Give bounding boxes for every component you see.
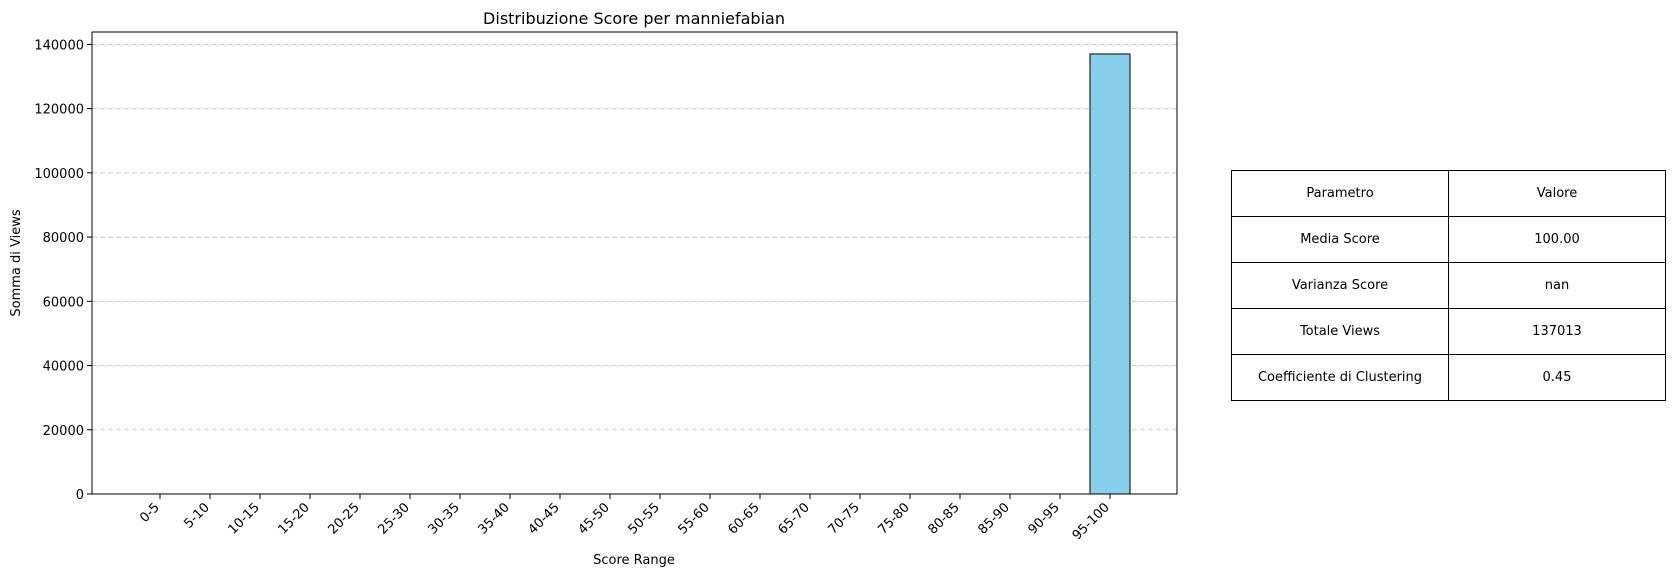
- y-tick-label: 100000: [34, 167, 84, 182]
- y-axis-label: Somma di Views: [9, 209, 24, 316]
- table-cell: Media Score: [1231, 216, 1449, 263]
- table-cell: 0.45: [1448, 354, 1666, 401]
- score-distribution-chart: Distribuzione Score per manniefabian 0 20…: [9, 9, 1178, 568]
- table-header-cell: Valore: [1448, 170, 1666, 217]
- y-tick-label: 140000: [34, 38, 84, 53]
- chart-title: Distribuzione Score per manniefabian: [483, 9, 785, 28]
- x-tick-label: 65-70: [776, 500, 813, 537]
- x-tick-label: 90-95: [1026, 500, 1063, 537]
- table-header-row: Parametro Valore: [1231, 170, 1666, 217]
- grid-lines: [92, 43, 1177, 431]
- x-tick-label: 45-50: [576, 500, 613, 537]
- table-row: Coefficiente di Clustering 0.45: [1231, 354, 1666, 401]
- y-axis-ticks: 0 20000 40000 60000 80000 100000 120000 140000: [34, 38, 92, 503]
- x-tick-label: 15-20: [276, 500, 313, 537]
- x-tick-label: 30-35: [426, 500, 463, 537]
- table-row: Varianza Score nan: [1231, 262, 1666, 309]
- x-tick-label: 55-60: [676, 500, 713, 537]
- x-tick-label: 70-75: [826, 500, 863, 537]
- table-row: Media Score 100.00: [1231, 216, 1666, 263]
- table-cell: Varianza Score: [1231, 262, 1449, 309]
- y-tick-label: 20000: [43, 424, 84, 439]
- y-tick-label: 40000: [43, 360, 84, 375]
- x-tick-label: 85-90: [976, 500, 1013, 537]
- table-row: Totale Views 137013: [1231, 308, 1666, 355]
- table-cell: Coefficiente di Clustering: [1231, 354, 1449, 401]
- x-tick-label: 20-25: [326, 500, 363, 537]
- table-cell: 100.00: [1448, 216, 1666, 263]
- y-tick-label: 0: [76, 488, 84, 503]
- table-cell: nan: [1448, 262, 1666, 309]
- x-tick-label: 0-5: [137, 500, 163, 526]
- x-axis-ticks: 0-5 5-10 10-15 15-20 20-25 25-30 30-35 35-40 40-…: [137, 494, 1113, 543]
- table-header-cell: Parametro: [1231, 170, 1449, 217]
- plot-frame: [91, 31, 1178, 495]
- x-tick-label: 25-30: [376, 500, 413, 537]
- x-tick-label: 80-85: [926, 500, 963, 537]
- x-tick-label: 95-100: [1070, 500, 1113, 543]
- x-tick-label: 60-65: [726, 500, 763, 537]
- bar-95-100: [1089, 53, 1131, 495]
- y-tick-label: 60000: [43, 295, 84, 310]
- x-tick-label: 40-45: [526, 500, 563, 537]
- x-tick-label: 75-80: [876, 500, 913, 537]
- y-tick-label: 120000: [34, 103, 84, 118]
- x-tick-label: 5-10: [181, 500, 212, 531]
- x-axis-label: Score Range: [593, 553, 675, 568]
- stats-table: Parametro Valore Media Score 100.00 Vari…: [1231, 170, 1666, 401]
- table-cell: Totale Views: [1231, 308, 1449, 355]
- table-cell: 137013: [1448, 308, 1666, 355]
- x-tick-label: 10-15: [226, 500, 263, 537]
- y-tick-label: 80000: [43, 231, 84, 246]
- bars: [1089, 53, 1131, 495]
- x-tick-label: 35-40: [476, 500, 513, 537]
- x-tick-label: 50-55: [626, 500, 663, 537]
